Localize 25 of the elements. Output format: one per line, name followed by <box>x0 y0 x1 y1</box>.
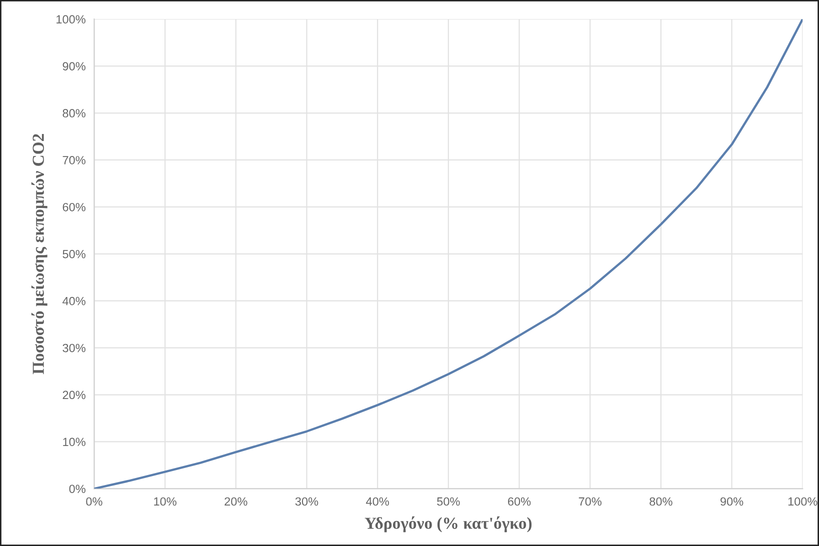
y-tick-label: 90% <box>62 62 86 70</box>
x-tick-label: 20% <box>224 497 248 506</box>
x-tick-label: 100% <box>788 497 818 506</box>
x-tick-label: 60% <box>508 497 531 506</box>
y-tick-label: 40% <box>62 296 86 306</box>
y-tick-label: 20% <box>62 390 86 400</box>
x-tick-label: 70% <box>578 497 602 506</box>
y-tick-label: 10% <box>63 438 86 446</box>
y-tick-label: 80% <box>62 109 86 118</box>
x-tick-label: 40% <box>366 497 389 506</box>
x-tick-label: 30% <box>295 497 318 506</box>
y-tick-label: 60% <box>62 202 86 212</box>
y-tick-label: 0% <box>69 484 86 494</box>
y-axis-title: Ποσοστό μείωσης εκπομπών CO2 <box>31 134 48 374</box>
y-tick-label: 50% <box>62 250 86 258</box>
x-tick-label: 50% <box>437 497 460 506</box>
x-tick-label: 90% <box>720 497 744 506</box>
y-tick-label: 70% <box>62 156 86 164</box>
y-tick-label: 30% <box>62 344 86 352</box>
x-tick-label: 80% <box>650 497 672 506</box>
x-axis-title: Υδρογόνο (% κατ'όγκο) <box>364 516 532 532</box>
y-tick-label: 100% <box>56 15 86 24</box>
x-tick-label: 10% <box>154 497 176 506</box>
x-tick-label: 0% <box>86 497 102 506</box>
line-series <box>94 19 803 489</box>
